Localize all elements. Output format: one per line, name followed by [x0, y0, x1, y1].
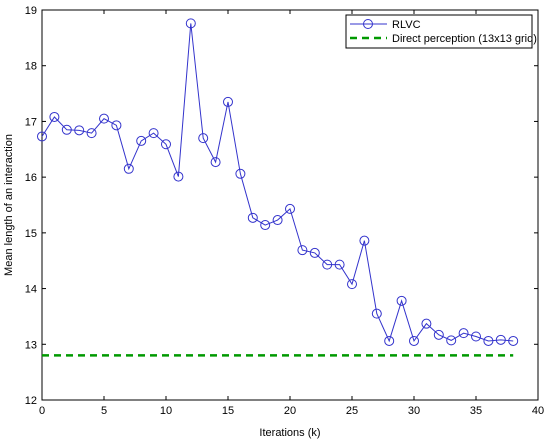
x-tick-label: 20: [284, 405, 296, 417]
rlvc-point: [123, 163, 134, 174]
series-layer: [37, 18, 519, 357]
rlvc-point: [223, 96, 233, 107]
legend-direct-label: Direct perception (13x13 grid): [392, 33, 537, 45]
rlvc-point: [198, 133, 209, 144]
rlvc-point: [446, 335, 457, 346]
series-rlvc-line: [41, 23, 514, 343]
rlvc-point: [483, 335, 494, 346]
rlvc-point: [409, 335, 419, 346]
rlvc-point: [74, 125, 85, 136]
rlvc-point: [185, 18, 196, 29]
rlvc-point: [99, 113, 109, 124]
rlvc-point: [309, 247, 320, 258]
x-tick-label: 15: [222, 405, 234, 417]
rlvc-point: [396, 295, 407, 306]
rlvc-point: [148, 128, 159, 139]
legend-rlvc-label: RLVC: [392, 19, 421, 31]
rlvc-point: [49, 111, 60, 122]
rlvc-point: [136, 135, 147, 146]
rlvc-point: [471, 331, 481, 342]
y-tick-label: 12: [25, 395, 37, 407]
y-tick-label: 14: [25, 284, 37, 296]
x-tick-label: 35: [470, 405, 482, 417]
x-tick-label: 25: [346, 405, 358, 417]
rlvc-point: [347, 279, 357, 290]
y-tick-label: 19: [25, 5, 37, 17]
x-axis-label: Iterations (k): [259, 427, 320, 439]
rlvc-point: [297, 245, 308, 256]
rlvc-point: [359, 235, 370, 246]
x-tick-label: 40: [532, 405, 544, 417]
rlvc-point: [111, 120, 122, 131]
axis-ticks: 0 5 10 15 20 25 30 35 40 12 13 14 15 16 17 18 19: [25, 5, 544, 417]
x-tick-label: 10: [160, 405, 172, 417]
x-tick-label: 30: [408, 405, 420, 417]
legend-rlvc-marker: [363, 19, 373, 29]
rlvc-point: [334, 259, 345, 270]
rlvc-point: [508, 335, 519, 346]
rlvc-point: [421, 318, 432, 329]
y-axis-label: Mean length of an interaction: [3, 134, 15, 276]
y-tick-label: 18: [25, 61, 37, 73]
rlvc-point: [433, 329, 444, 340]
rlvc-point: [37, 131, 47, 142]
rlvc-point: [247, 212, 258, 223]
rlvc-point: [272, 215, 283, 226]
rlvc-point: [61, 124, 72, 135]
rlvc-point: [210, 157, 221, 168]
rlvc-point: [371, 308, 382, 319]
plot-area: [41, 9, 539, 401]
legend: RLVC Direct perception (13x13 grid): [345, 14, 537, 49]
y-tick-label: 13: [25, 339, 37, 351]
rlvc-point: [322, 259, 333, 270]
rlvc-point: [495, 334, 506, 345]
rlvc-point: [161, 139, 171, 150]
rlvc-point: [86, 128, 97, 139]
legend-box: [345, 14, 533, 49]
y-tick-label: 17: [25, 116, 37, 128]
rlvc-point: [384, 335, 395, 346]
y-tick-label: 15: [25, 228, 37, 240]
rlvc-point: [260, 220, 271, 231]
rlvc-point: [235, 168, 246, 179]
y-tick-label: 16: [25, 172, 37, 184]
x-tick-label: 5: [101, 405, 107, 417]
rlvc-point: [285, 203, 295, 214]
rlvc-point: [173, 171, 184, 182]
rlvc-point: [458, 328, 469, 339]
x-tick-label: 0: [39, 405, 45, 417]
